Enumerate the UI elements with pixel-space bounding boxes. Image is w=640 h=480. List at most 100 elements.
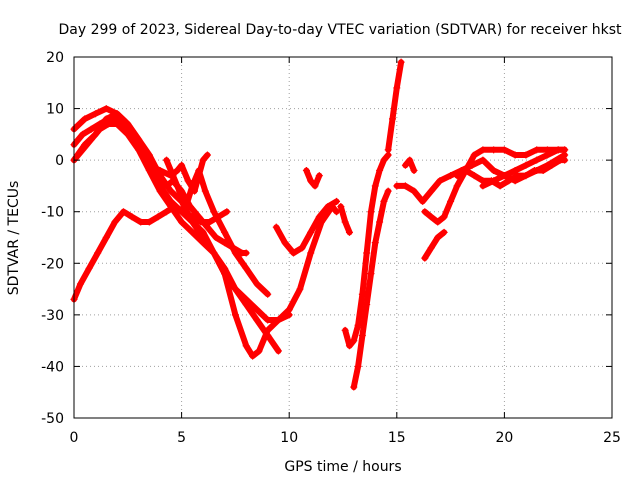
y-axis-label: SDTVAR / TECUs <box>6 181 22 296</box>
data-point <box>76 280 84 288</box>
data-point <box>214 213 222 221</box>
plot-frame <box>73 56 613 419</box>
data-point <box>393 182 401 190</box>
y-tick-label: 0 <box>55 153 64 169</box>
data-point <box>513 172 521 180</box>
data-point <box>302 166 310 174</box>
data-point <box>522 151 530 159</box>
data-point <box>145 151 153 159</box>
data-point <box>85 264 93 272</box>
data-point <box>242 264 250 272</box>
data-point <box>281 239 289 247</box>
data-point <box>533 156 541 164</box>
data-point <box>264 331 272 339</box>
data-point <box>401 161 409 169</box>
data-point <box>154 213 162 221</box>
data-point <box>298 244 306 252</box>
data-point <box>92 110 100 118</box>
data-point <box>337 203 345 211</box>
data-point <box>92 130 100 138</box>
data-point <box>102 115 110 123</box>
grid <box>74 57 612 418</box>
data-point <box>111 218 119 226</box>
data-point <box>487 177 495 185</box>
data-point <box>462 166 470 174</box>
data-point <box>182 203 190 211</box>
data-point <box>253 306 261 314</box>
data-point <box>145 161 153 169</box>
data-point <box>137 218 145 226</box>
data-point <box>522 172 530 180</box>
data-point <box>197 218 205 226</box>
data-point <box>367 208 375 216</box>
data-point <box>199 156 207 164</box>
data-point <box>156 182 164 190</box>
data-point <box>285 306 293 314</box>
data-point <box>388 115 396 123</box>
data-point <box>427 187 435 195</box>
data-point <box>307 249 315 257</box>
data-point <box>201 187 209 195</box>
data-point <box>453 182 461 190</box>
data-point <box>242 342 250 350</box>
series-track-9 <box>303 167 323 189</box>
data-point <box>307 228 315 236</box>
data-point <box>184 177 192 185</box>
data-point <box>79 130 87 138</box>
data-point <box>173 166 181 174</box>
series-track-17 <box>421 229 448 262</box>
axis-ticks: 0 5 10 15 20 25 -50 -40 -30 -20 -10 0 10 20 <box>41 50 621 446</box>
data-point <box>367 270 375 278</box>
data-point <box>333 197 341 205</box>
data-point <box>561 156 569 164</box>
series-track-3 <box>71 105 282 354</box>
data-point <box>102 105 110 113</box>
x-tick-label: 5 <box>177 430 186 446</box>
data-point <box>434 234 442 241</box>
data-point <box>315 213 323 221</box>
data-point <box>496 182 504 190</box>
data-point <box>272 223 280 231</box>
data-point <box>427 213 435 221</box>
y-tick-label: -20 <box>41 256 64 272</box>
data-point <box>371 182 379 190</box>
y-tick-label: -40 <box>41 359 64 375</box>
x-tick-label: 25 <box>603 430 621 446</box>
data-point <box>119 208 127 216</box>
data-point <box>358 331 366 339</box>
series-track-19 <box>454 157 568 189</box>
data-point <box>180 208 188 216</box>
data-point <box>264 290 272 298</box>
data-point <box>539 166 547 174</box>
data-point <box>135 136 143 144</box>
data-point <box>203 151 211 159</box>
series-track-8 <box>273 198 340 256</box>
data-point <box>341 326 349 334</box>
chart-title: Day 299 of 2023, Sidereal Day-to-day VTE… <box>59 22 622 38</box>
data-point <box>249 352 257 360</box>
data-point <box>440 228 448 236</box>
data-series <box>70 58 569 391</box>
data-point <box>171 203 179 211</box>
data-point <box>421 254 429 262</box>
data-point <box>505 177 513 185</box>
data-point <box>345 228 353 236</box>
data-point <box>434 218 442 226</box>
data-point <box>113 110 121 118</box>
data-point <box>401 182 409 190</box>
data-point <box>447 197 455 205</box>
data-point <box>393 84 401 92</box>
data-point <box>188 213 196 221</box>
data-point <box>163 156 171 164</box>
data-point <box>253 280 261 288</box>
data-point <box>333 208 341 216</box>
data-point <box>242 249 250 257</box>
data-point <box>221 228 229 236</box>
data-point <box>380 197 388 205</box>
data-point <box>167 197 175 205</box>
data-point <box>311 182 319 190</box>
data-point <box>290 249 298 257</box>
data-point <box>163 208 171 216</box>
series-track-13 <box>385 59 405 153</box>
